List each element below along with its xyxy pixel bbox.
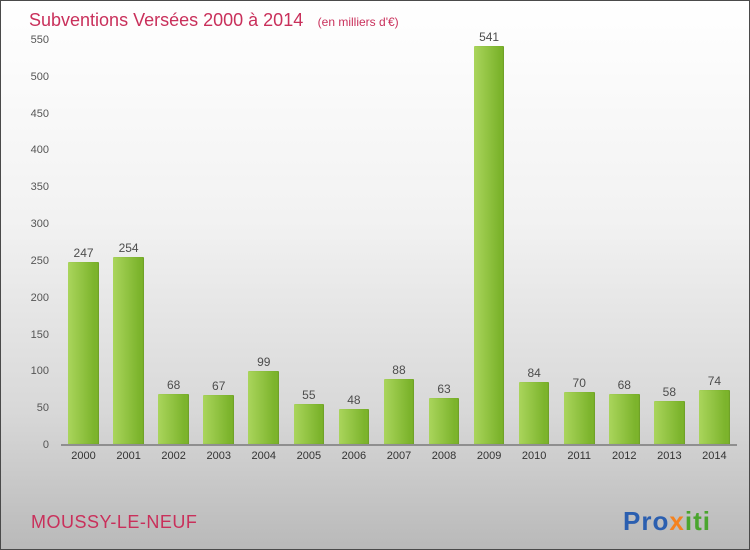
bar-value-label: 55: [302, 387, 316, 402]
bar-column: 88: [376, 363, 421, 444]
bar-column: 84: [512, 366, 557, 444]
x-tick-label: 2009: [476, 450, 502, 462]
bar-2002: [158, 393, 189, 444]
bar-chart: 0 50 100 150 200 250 300 350 400 450 500 550 247 254…: [13, 30, 739, 462]
bar-column: 541: [467, 30, 512, 444]
bar-value-label: 247: [73, 246, 94, 261]
x-tick-label: 2003: [206, 450, 231, 462]
bar-2011: [563, 392, 595, 444]
bar-2001: [113, 256, 144, 444]
bar-value-label: 67: [212, 378, 226, 393]
bar-value-label: 70: [572, 376, 586, 391]
bar-column: 63: [422, 382, 467, 444]
logo-letter: r: [641, 506, 653, 536]
y-tick-label: 500: [30, 70, 49, 83]
bar-2014: [699, 389, 730, 444]
x-tick-label: 2012: [612, 450, 637, 462]
logo-letter: x: [669, 506, 685, 536]
bar-value-label: 74: [707, 373, 722, 388]
bar-2003: [203, 394, 235, 444]
bar-2004: [248, 371, 280, 444]
chart-title: Subventions Versées 2000 à 2014: [29, 10, 304, 30]
bar-column: 68: [602, 378, 647, 444]
bar-value-label: 254: [118, 240, 139, 255]
bar-column: 247: [61, 246, 106, 444]
bar-2007: [383, 379, 415, 444]
logo-letter: t: [693, 506, 703, 536]
bar-2012: [608, 393, 640, 444]
y-tick-label: 50: [36, 402, 49, 415]
bar-column: 48: [331, 393, 376, 444]
bar-column: 254: [106, 241, 151, 444]
y-tick-label: 400: [30, 144, 49, 157]
bar-2008: [428, 397, 460, 444]
bar-2013: [654, 401, 685, 444]
x-tick-label: 2006: [341, 450, 367, 462]
bar-2006: [338, 408, 370, 444]
x-tick-label: 2014: [702, 450, 727, 462]
x-tick-label: 2005: [296, 450, 322, 462]
x-tick-label: 2001: [116, 450, 141, 462]
x-tick-label: 2010: [521, 450, 547, 462]
bar-2009: [473, 45, 505, 444]
bar-column: 99: [241, 355, 286, 444]
x-tick-label: 2007: [386, 450, 412, 462]
bar-value-label: 68: [166, 377, 181, 392]
chart-header: Subventions Versées 2000 à 2014 (en mill…: [29, 10, 399, 31]
bar-value-label: 541: [479, 29, 500, 44]
logo-letter: i: [684, 506, 694, 536]
y-tick-label: 300: [30, 218, 49, 231]
x-tick-label: 2008: [431, 450, 457, 462]
y-tick-label: 100: [30, 365, 49, 378]
x-tick-label: 2004: [251, 450, 277, 462]
plot-area: 0 50 100 150 200 250 300 350 400 450 500 550 247 254…: [13, 30, 739, 451]
x-axis: 2000 2001 2002 2003 2004 2005 2006 2007 2008 2009…: [61, 446, 737, 462]
bar-2000: [68, 262, 99, 444]
bars: 247 254 68 67 99 55 48 88 63 541 84 70 68 58 74: [61, 30, 737, 446]
bar-value-label: 58: [662, 385, 677, 400]
bar-value-label: 63: [437, 381, 451, 396]
bar-column: 70: [557, 376, 602, 444]
y-tick-label: 0: [42, 439, 49, 451]
bar-column: 67: [196, 379, 241, 444]
y-tick-label: 350: [30, 181, 49, 194]
bar-value-label: 68: [617, 377, 631, 392]
bar-2005: [293, 403, 325, 444]
y-tick-label: 550: [30, 34, 49, 46]
bar-2010: [518, 382, 550, 444]
y-tick-label: 450: [30, 107, 49, 120]
logo-letter: i: [702, 506, 711, 536]
bar-value-label: 48: [347, 392, 361, 407]
municipality-label: MOUSSY-LE-NEUF: [31, 512, 198, 532]
x-tick-label: 2013: [657, 450, 682, 462]
bar-column: 55: [286, 387, 331, 444]
x-tick-label: 2011: [567, 450, 592, 462]
bar-value-label: 88: [392, 363, 406, 378]
logo-letter: o: [652, 506, 670, 536]
proxiti-logo: Proxiti: [623, 506, 711, 537]
bar-column: 68: [151, 378, 196, 444]
y-tick-label: 250: [30, 254, 49, 267]
bar-value-label: 84: [527, 366, 541, 381]
bar-column: 74: [692, 374, 737, 444]
y-tick-label: 150: [30, 328, 49, 341]
y-tick-label: 200: [30, 291, 49, 304]
y-axis: 0 50 100 150 200 250 300 350 400 450 500 550: [13, 34, 55, 451]
x-tick-label: 2002: [161, 450, 186, 462]
chart-subtitle: (en milliers d'€): [317, 15, 399, 29]
bar-column: 58: [647, 385, 692, 444]
x-tick-label: 2000: [71, 450, 96, 462]
bar-value-label: 99: [257, 355, 271, 370]
logo-letter: P: [623, 506, 642, 536]
